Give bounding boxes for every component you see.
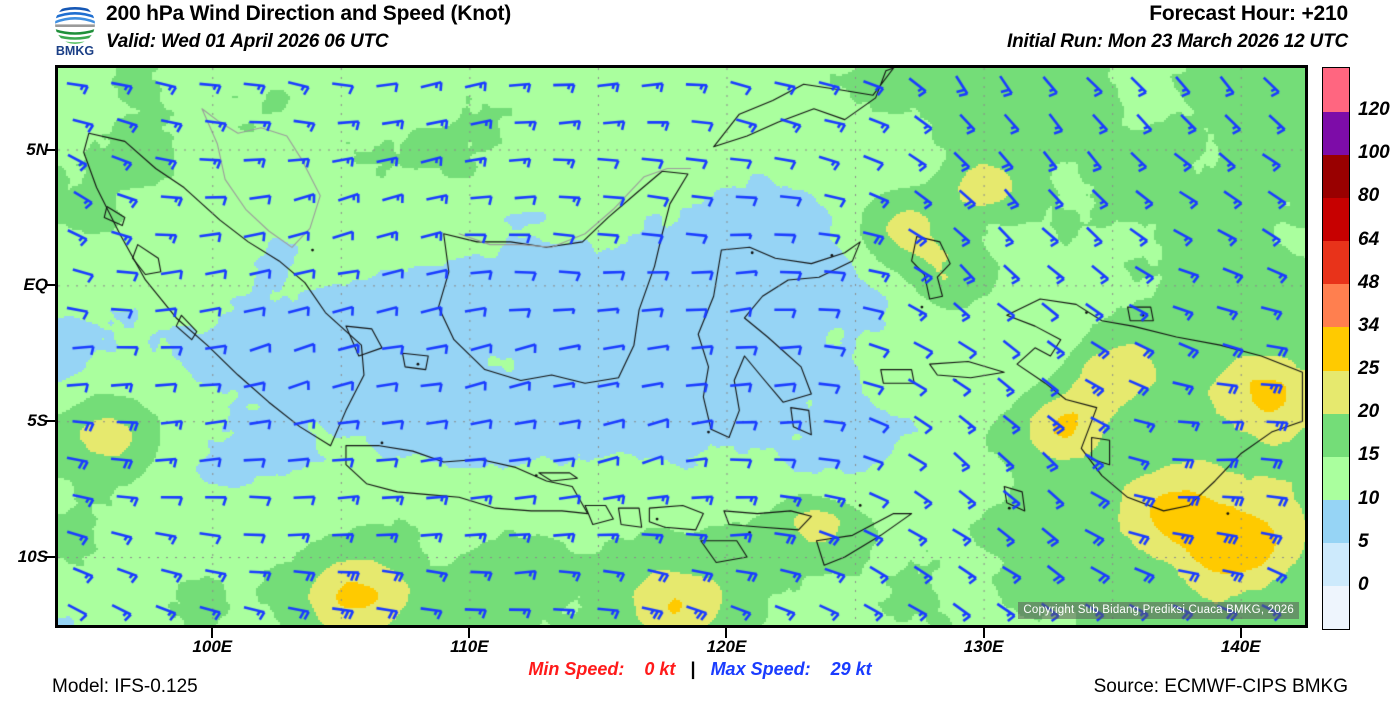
y-axis-tick-label: 10S (17, 547, 48, 567)
speed-summary: Min Speed: 0 kt | Max Speed: 29 kt (0, 659, 1400, 680)
x-axis-tick-mark (982, 628, 985, 638)
colorbar-tick-label: 10 (1358, 487, 1380, 509)
max-speed-label: Max Speed: (710, 659, 811, 679)
x-axis-tick-label: 110E (450, 637, 489, 656)
colorbar-tick-label: 120 (1358, 99, 1390, 121)
x-axis-tick-mark (1239, 628, 1242, 638)
colorbar-band (1323, 240, 1349, 285)
colorbar-band (1323, 542, 1349, 587)
colorbar-band (1323, 68, 1349, 112)
x-axis-tick-mark (211, 628, 214, 638)
colorbar-band (1323, 197, 1349, 242)
x-axis-tick-mark (725, 628, 728, 638)
min-speed-value: 0 kt (644, 659, 676, 679)
valid-time-label: Valid: Wed 01 April 2026 06 UTC (106, 31, 389, 52)
colorbar-band (1323, 413, 1349, 457)
colorbar-band (1323, 499, 1349, 544)
y-axis-tick-label: 5S (27, 411, 48, 431)
bmkg-logo-text: BMKG (56, 44, 94, 58)
x-axis-tick-label: 130E (963, 637, 1004, 656)
x-axis-tick-label: 100E (192, 637, 233, 656)
header: BMKG 200 hPa Wind Direction and Speed (K… (0, 0, 1400, 60)
source-label: Source: ECMWF-CIPS BMKG (1093, 676, 1348, 697)
map-plot-area: Copyright Sub Bidang Prediksi Cuaca BMKG… (55, 65, 1308, 628)
colorbar-tick-label: 64 (1358, 228, 1380, 250)
x-axis-tick-label: 140E (1220, 637, 1261, 656)
y-axis-tick-mark (45, 148, 55, 151)
colorbar-tick-label: 80 (1358, 185, 1380, 207)
colorbar-band (1323, 370, 1349, 414)
colorbar-tick-label: 48 (1358, 271, 1380, 293)
y-axis-tick-label: EQ (23, 275, 48, 295)
colorbar-band (1323, 111, 1349, 155)
colorbar-band (1323, 283, 1349, 328)
x-axis-tick-label: 120E (706, 637, 747, 656)
colorbar-band (1323, 326, 1349, 371)
max-speed-value: 29 kt (830, 659, 872, 679)
colorbar-tick-label: 0 (1358, 573, 1369, 595)
page-title: 200 hPa Wind Direction and Speed (Knot) (106, 2, 512, 25)
wind-barb-overlay (58, 68, 1305, 625)
colorbar-tick-label: 15 (1358, 444, 1380, 466)
forecast-hour-label: Forecast Hour: +210 (1149, 2, 1348, 25)
colorbar-band (1323, 585, 1349, 630)
initial-run-label: Initial Run: Mon 23 March 2026 12 UTC (1006, 31, 1348, 52)
y-axis-tick-mark (45, 556, 55, 559)
x-axis-tick-mark (468, 628, 471, 638)
colorbar-band (1323, 456, 1349, 501)
colorbar-tick-label: 5 (1358, 530, 1369, 552)
colorbar-tick-label: 34 (1358, 314, 1380, 336)
colorbar-tick-label: 20 (1358, 401, 1380, 423)
y-axis-tick-mark (45, 420, 55, 423)
colorbar-band (1323, 154, 1349, 198)
y-axis-tick-mark (45, 284, 55, 287)
y-axis-tick-label: 5N (26, 139, 48, 159)
min-speed-label: Min Speed: (528, 659, 625, 679)
colorbar (1322, 67, 1350, 630)
bmkg-logo: BMKG (46, 2, 104, 58)
model-label: Model: IFS-0.125 (52, 676, 198, 697)
colorbar-tick-label: 25 (1358, 358, 1380, 380)
bmkg-logo-icon: BMKG (55, 4, 95, 58)
copyright-watermark: Copyright Sub Bidang Prediksi Cuaca BMKG… (1018, 602, 1299, 619)
speed-separator: | (690, 659, 696, 679)
colorbar-tick-label: 100 (1358, 142, 1390, 164)
